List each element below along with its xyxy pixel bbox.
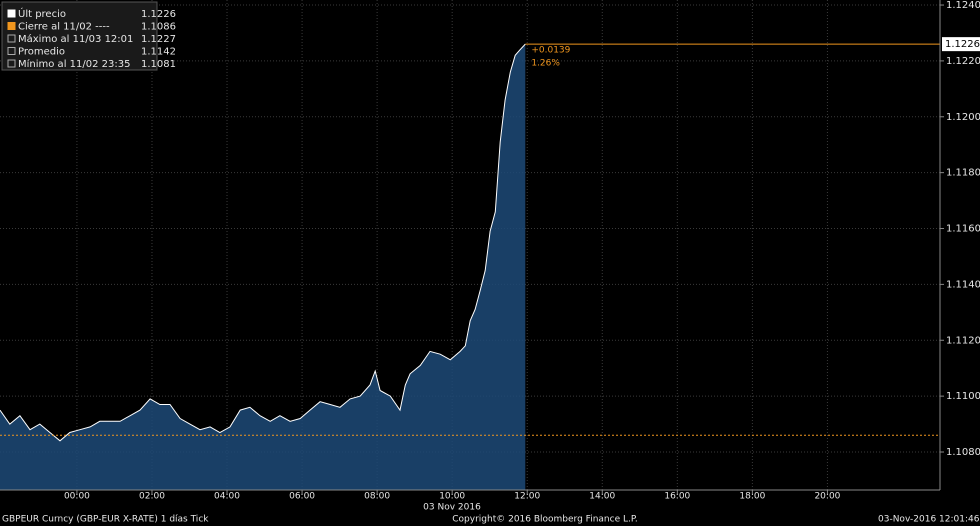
y-tick-label: 1.1180 bbox=[946, 168, 980, 179]
y-tick-label: 1.1240 bbox=[946, 0, 980, 11]
legend-label: Cierre al 11/02 ---- bbox=[18, 22, 110, 33]
legend-icon bbox=[7, 59, 16, 68]
plot-area bbox=[0, 0, 940, 490]
legend-label: Mínimo al 11/02 23:35 bbox=[18, 58, 130, 70]
y-tick-label: 1.1220 bbox=[946, 56, 980, 67]
x-tick-label: 12:00 bbox=[514, 492, 540, 502]
footer-center: Copyright© 2016 Bloomberg Finance L.P. bbox=[452, 515, 637, 525]
x-tick-label: 18:00 bbox=[739, 492, 765, 502]
legend-label: Máximo al 11/03 12:01 bbox=[18, 33, 133, 45]
legend-box bbox=[1, 1, 158, 71]
legend-value: 1.1081 bbox=[141, 59, 176, 70]
date-label: 03 Nov 2016 bbox=[423, 503, 481, 513]
legend-icon bbox=[7, 47, 16, 55]
last-price-label: 1.1226 bbox=[945, 39, 980, 50]
legend-value: 1.1086 bbox=[141, 22, 176, 33]
legend-label: Últ precio bbox=[18, 7, 66, 20]
x-tick-label: 00:00 bbox=[64, 492, 90, 502]
x-tick-label: 16:00 bbox=[664, 492, 690, 502]
x-tick-label: 10:00 bbox=[439, 492, 465, 502]
y-tick-label: 1.1080 bbox=[946, 447, 980, 458]
legend-value: 1.1227 bbox=[141, 34, 176, 45]
x-tick-label: 08:00 bbox=[364, 492, 390, 502]
change-label: +0.0139 bbox=[531, 46, 570, 56]
x-tick-label: 02:00 bbox=[139, 492, 165, 502]
legend-value: 1.1226 bbox=[141, 9, 176, 20]
legend-value: 1.1142 bbox=[141, 47, 176, 58]
legend-icon bbox=[7, 9, 16, 18]
x-tick-label: 04:00 bbox=[214, 492, 240, 502]
footer-left: GBPEUR Curncy (GBP-EUR X-RATE) 1 días Ti… bbox=[2, 515, 209, 525]
y-tick-label: 1.1140 bbox=[946, 279, 980, 290]
y-tick-label: 1.1200 bbox=[946, 112, 980, 123]
price-line bbox=[0, 43, 526, 442]
legend: Últ precio 1.1226 Cierre al 11/02 ---- 1.10… bbox=[1, 1, 176, 71]
legend-icon bbox=[7, 22, 16, 30]
y-tick-label: 1.1100 bbox=[946, 391, 980, 402]
x-tick-label: 20:00 bbox=[814, 492, 840, 502]
legend-label: Promedio bbox=[18, 47, 65, 58]
legend-icon bbox=[7, 34, 16, 43]
change-pct-label: 1.26% bbox=[531, 59, 560, 69]
price-area bbox=[0, 44, 526, 490]
x-tick-label: 14:00 bbox=[589, 492, 615, 502]
footer-right: 03-Nov-2016 12:01:46 bbox=[878, 515, 980, 525]
last-price-box bbox=[942, 37, 980, 52]
y-tick-label: 1.1120 bbox=[946, 335, 980, 346]
x-tick-label: 06:00 bbox=[289, 492, 315, 502]
y-tick-label: 1.1160 bbox=[946, 224, 980, 235]
